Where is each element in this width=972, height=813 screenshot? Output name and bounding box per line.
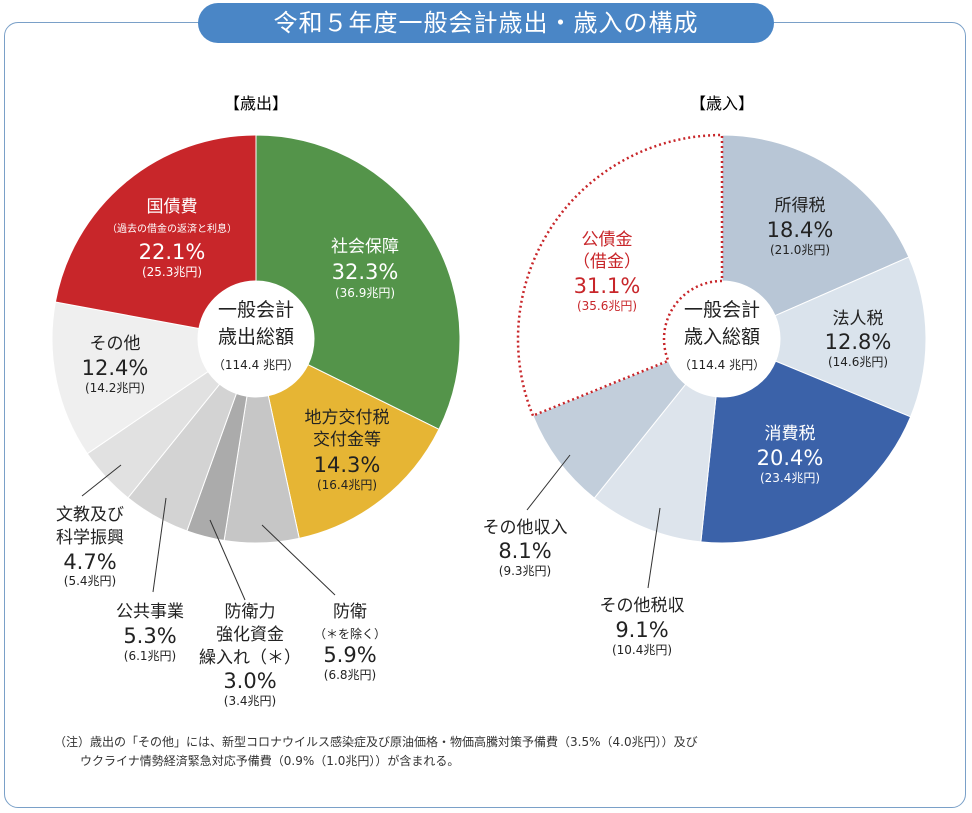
label-sonota-zei-pct: 9.1% <box>615 618 668 642</box>
label-kosai-name1: 公債金 <box>582 230 633 250</box>
label-kokyo-amount: (6.1兆円) <box>124 649 176 663</box>
label-bouei-amount: (6.8兆円) <box>324 668 376 682</box>
revenue-center-line1: 一般会計 <box>684 299 760 321</box>
leader-sonota-zei <box>647 507 661 589</box>
label-kyoka-pct: 3.0% <box>223 669 276 693</box>
label-shotoku-pct: 18.4% <box>767 218 834 242</box>
label-kokyo-name: 公共事業 <box>116 602 184 622</box>
label-kosai-name2: （借金） <box>573 252 641 272</box>
expenditure-slice-0 <box>255 134 461 430</box>
label-bunkyo-name2: 科学振興 <box>56 528 124 548</box>
leader-bouei <box>261 524 336 596</box>
label-shohi-pct: 20.4% <box>757 446 824 470</box>
label-bunkyo-name1: 文教及び <box>56 505 124 525</box>
label-kyoka-amount: (3.4兆円) <box>224 694 276 708</box>
expenditure-slice-1 <box>267 364 440 539</box>
revenue-slice-1 <box>774 256 927 418</box>
label-sonota-shu-name: その他収入 <box>483 518 568 538</box>
leader-lines <box>81 454 661 601</box>
label-kosai-pct: 31.1% <box>574 274 641 298</box>
label-kokusai-sub: （過去の借金の返済と利息） <box>107 222 237 235</box>
revenue-slice-2 <box>700 360 912 544</box>
label-kyoka-name1: 防衛力 <box>225 602 276 622</box>
label-hojin-pct: 12.8% <box>825 330 892 354</box>
label-sonota-name: その他 <box>90 334 141 354</box>
label-hojin-name: 法人税 <box>833 309 884 329</box>
kosai-outline <box>516 133 724 418</box>
label-chiho-name1: 地方交付税 <box>305 408 390 428</box>
label-kosai-amount: (35.6兆円) <box>577 299 637 313</box>
label-hojin-amount: (14.6兆円) <box>828 355 888 369</box>
leader-kyoka <box>209 519 246 601</box>
label-chiho-amount: (16.4兆円) <box>317 478 377 492</box>
expenditure-center-total: （114.4 兆円） <box>213 358 299 372</box>
label-kyoka-name3: 繰入れ（＊） <box>199 648 301 668</box>
expenditure-pie <box>51 134 461 544</box>
label-shotoku-name: 所得税 <box>775 196 826 216</box>
label-sonota-amount: (14.2兆円) <box>85 381 145 395</box>
revenue-center-total: （114.4 兆円） <box>679 358 765 372</box>
label-shakai-amount: (36.9兆円) <box>335 286 395 300</box>
label-shohi-amount: (23.4兆円) <box>760 471 820 485</box>
label-shotoku-amount: (21.0兆円) <box>770 243 830 257</box>
label-sonota-zei-name: その他税収 <box>600 596 685 616</box>
leader-sonota-shu <box>526 454 571 511</box>
label-bunkyo-amount: (5.4兆円) <box>64 574 116 588</box>
label-kokusai-amount: (25.3兆円) <box>142 265 202 279</box>
label-bouei-pct: 5.9% <box>323 643 376 667</box>
leader-kokyo <box>152 497 167 593</box>
expenditure-center-line2: 歳出総額 <box>218 326 294 348</box>
label-chiho-pct: 14.3% <box>314 453 381 477</box>
footnote-line2: ウクライナ情勢経済緊急対応予備費（0.9%（1.0兆円））が含まれる。 <box>80 754 460 768</box>
label-shakai-pct: 32.3% <box>332 260 399 284</box>
revenue-title: 【歳入】 <box>690 94 754 113</box>
label-sonota-zei-amount: (10.4兆円) <box>612 643 672 657</box>
expenditure-title: 【歳出】 <box>224 94 288 113</box>
label-bouei-name1: 防衛 <box>333 602 367 622</box>
revenue-pie <box>517 134 927 544</box>
label-chiho-name2: 交付金等 <box>313 430 381 450</box>
expenditure-slice-6 <box>51 301 209 455</box>
label-kokyo-pct: 5.3% <box>123 624 176 648</box>
label-kokusai-pct: 22.1% <box>139 240 206 264</box>
label-shakai-name: 社会保障 <box>331 237 399 257</box>
label-sonota-pct: 12.4% <box>82 356 149 380</box>
label-sonota-shu-pct: 8.1% <box>498 539 551 563</box>
label-kokusai-name: 国債費 <box>147 197 198 217</box>
label-bunkyo-pct: 4.7% <box>63 550 116 574</box>
page-title: 令和５年度一般会計歳出・歳入の構成 <box>198 3 774 43</box>
revenue-center-line2: 歳入総額 <box>684 326 760 348</box>
leader-bunkyo <box>81 464 122 497</box>
label-bouei-name2: （＊を除く） <box>314 626 386 641</box>
label-sonota-shu-amount: (9.3兆円) <box>499 564 551 578</box>
revenue-slice-0 <box>721 134 910 317</box>
expenditure-center-line1: 一般会計 <box>218 299 294 321</box>
expenditure-slice-7 <box>54 134 257 330</box>
label-kyoka-name2: 強化資金 <box>216 625 284 645</box>
footnote-line1: （注）歳出の「その他」には、新型コロナウイルス感染症及び原油価格・物価高騰対策予… <box>54 735 698 749</box>
label-shohi-name: 消費税 <box>765 424 816 444</box>
